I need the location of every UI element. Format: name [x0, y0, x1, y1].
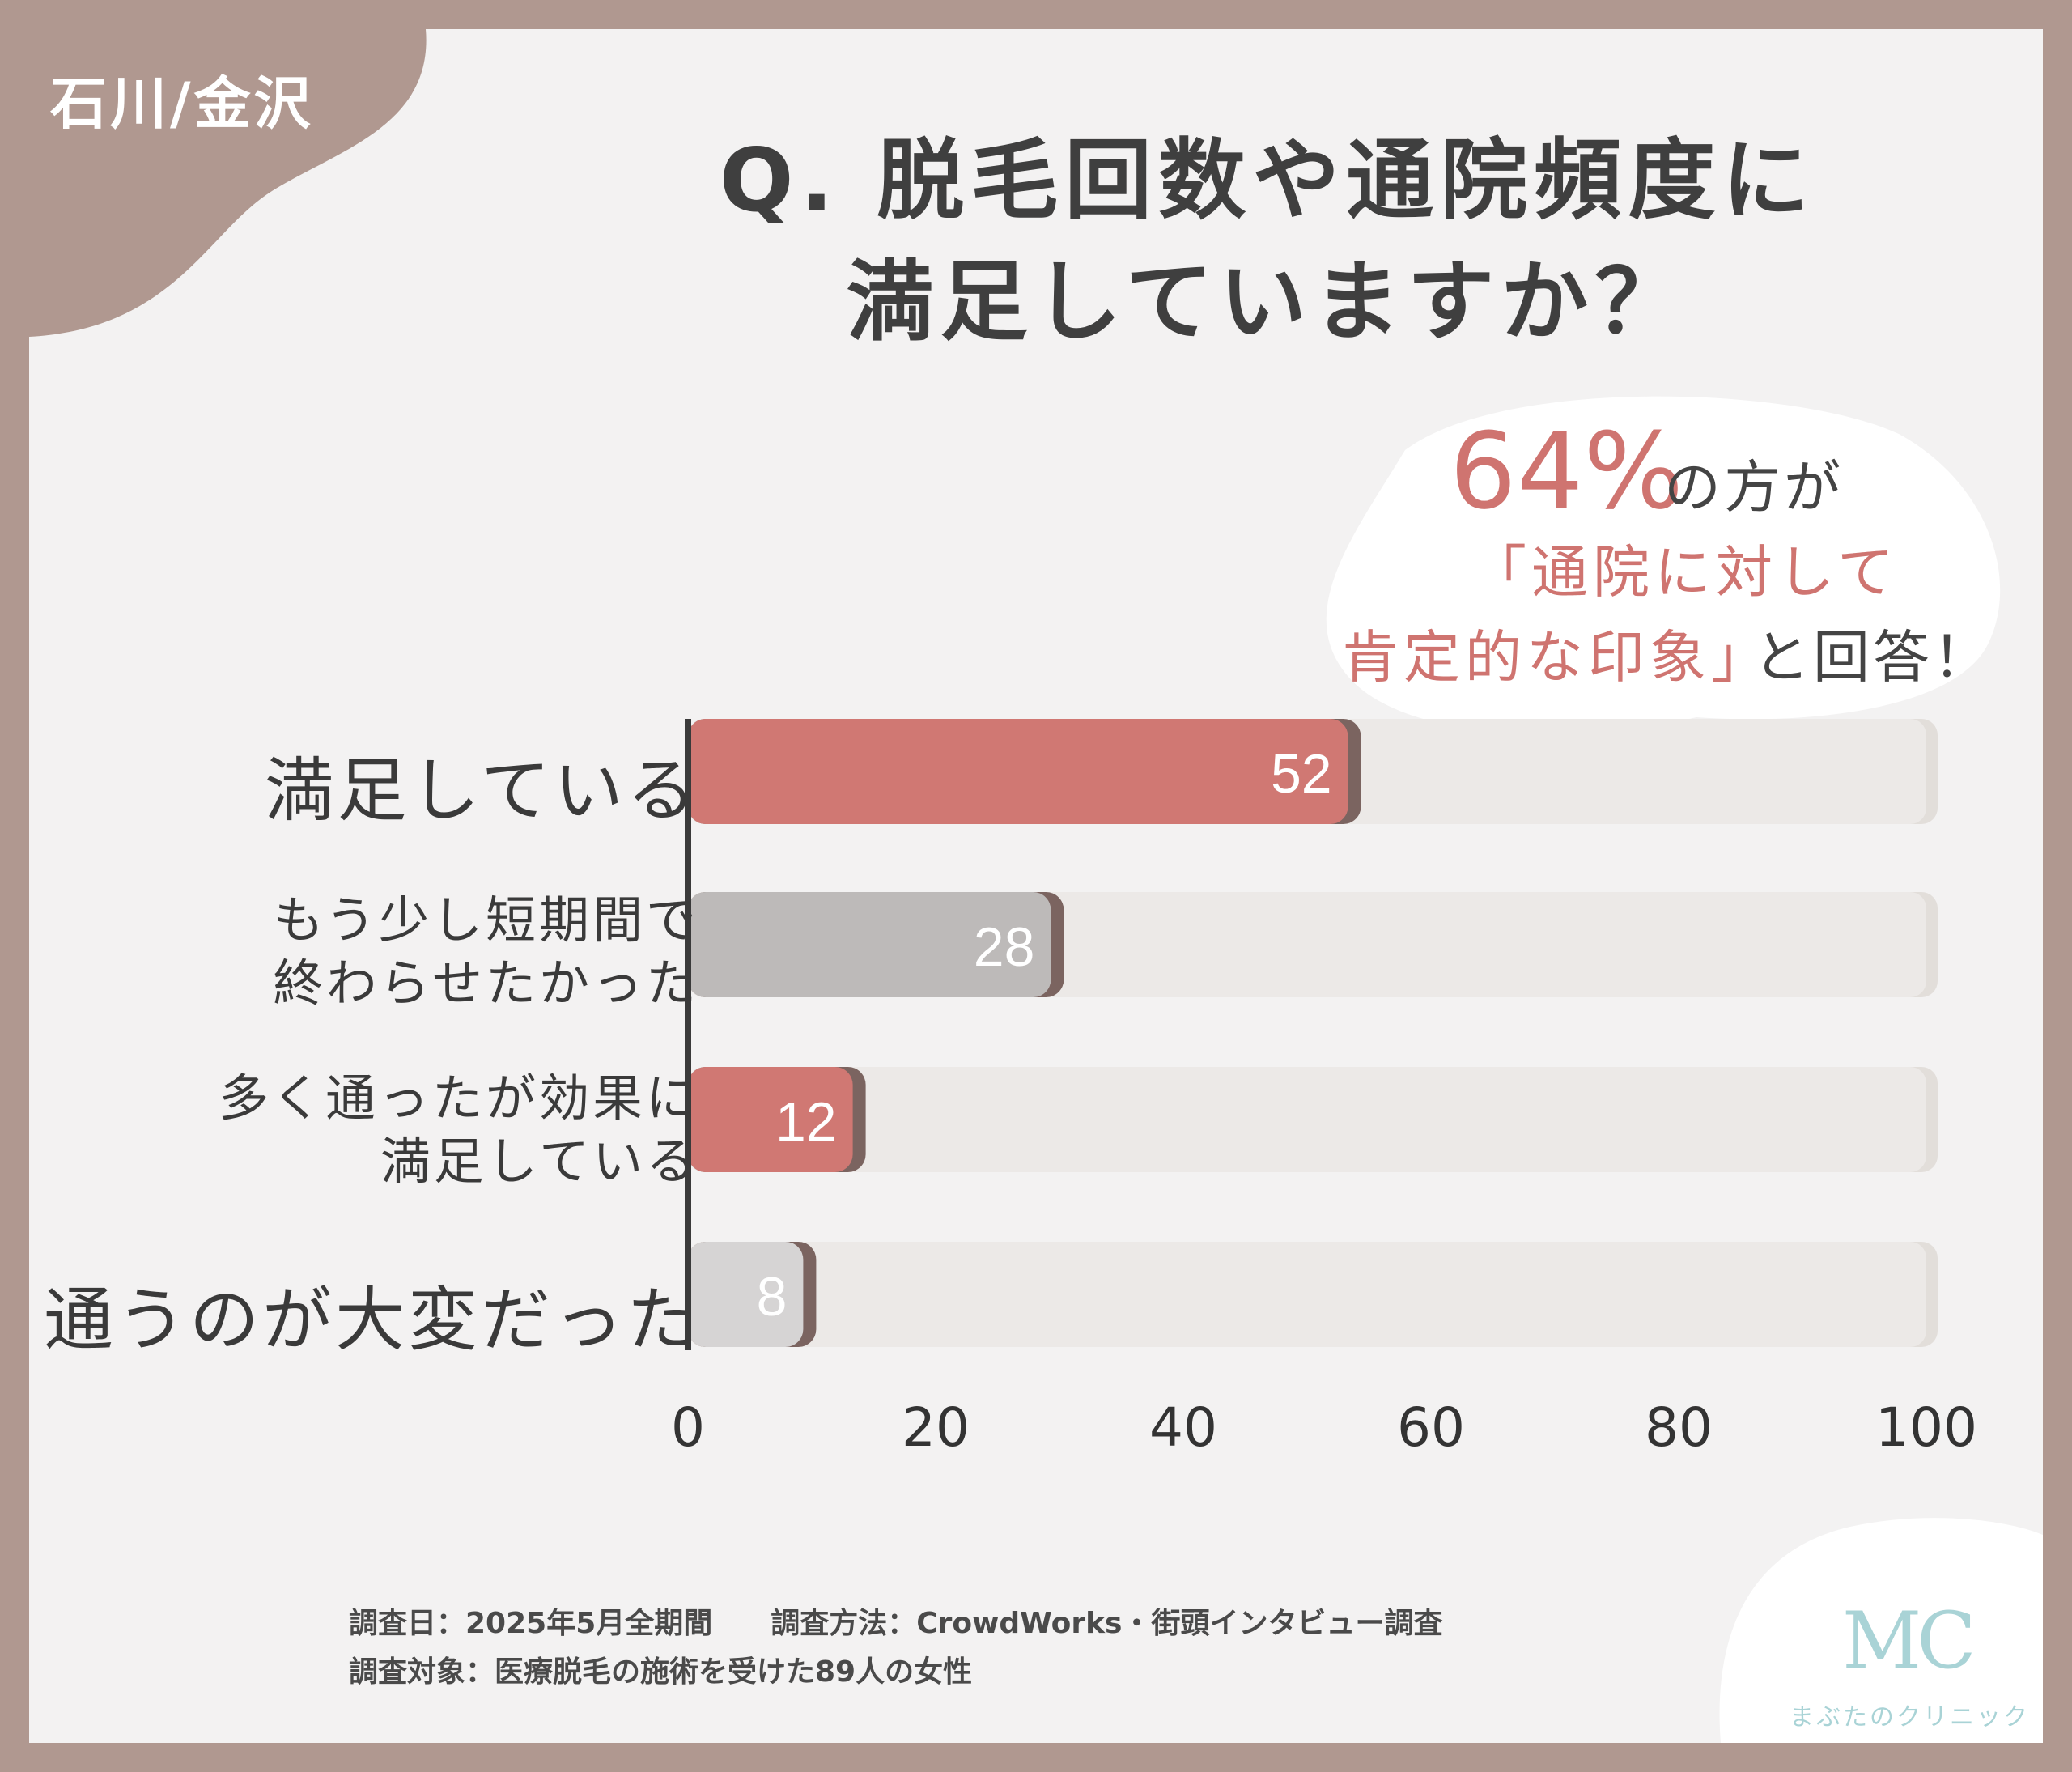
bar-value-label: 28 — [974, 916, 1035, 978]
bar-value-label: 8 — [757, 1266, 788, 1328]
clinic-logo-mark: MC — [1842, 1596, 1976, 1686]
y-axis-line — [685, 719, 691, 1350]
bar — [688, 1242, 804, 1347]
callout-line-2: 「通院に対して — [1470, 539, 1899, 606]
bar-value-label: 52 — [1271, 743, 1332, 805]
infographic-card: 石川/金沢 Q. 脱毛回数や通院頻度に 満足していますか？ 64% の方が 「通… — [29, 29, 2043, 1743]
category-label: 満足している — [380, 1132, 699, 1191]
survey-info-line-1: 調査日：2025年5月全期間 調査方法：CrowdWorks・街頭インタビュー調… — [349, 1607, 1443, 1640]
survey-info-line-2: 調査対象：医療脱毛の施術を受けた89人の女性 — [349, 1655, 973, 1689]
x-tick-label: 0 — [671, 1396, 705, 1459]
x-tick-label: 40 — [1149, 1396, 1217, 1459]
region-tag: 石川/金沢 — [50, 70, 314, 137]
category-label: 多く通ったが効果に — [218, 1069, 699, 1128]
callout-percent-suffix: の方が — [1664, 454, 1844, 521]
question-title-line-1: Q. 脱毛回数や通院頻度に — [719, 130, 1816, 232]
callout-line-3-highlight: 肯定的な印象」 — [1342, 624, 1773, 691]
bar — [688, 1067, 853, 1172]
bar-track — [688, 1242, 1926, 1347]
callout-line-3-rest: と回答！ — [1753, 624, 1993, 691]
region-tag-background — [29, 29, 427, 337]
x-tick-label: 80 — [1645, 1396, 1713, 1459]
category-label: 終わらせたかった — [273, 954, 699, 1013]
bar-value-label: 12 — [775, 1091, 837, 1153]
callout-percent: 64% — [1450, 410, 1684, 533]
x-tick-label: 20 — [902, 1396, 970, 1459]
question-title-line-2: 満足していますか？ — [846, 252, 1689, 353]
logo-background — [1719, 1518, 2043, 1743]
bar — [688, 719, 1348, 824]
bar — [688, 892, 1051, 997]
x-tick-label: 60 — [1397, 1396, 1465, 1459]
category-label: 満足している — [264, 750, 699, 831]
x-tick-label: 100 — [1875, 1396, 1977, 1459]
category-label: 通うのが大変だった — [44, 1280, 699, 1361]
clinic-logo-name: まぶたのクリニック — [1790, 1703, 2030, 1732]
category-label: もう少し短期間で — [273, 890, 699, 950]
bar-track — [688, 1067, 1926, 1172]
